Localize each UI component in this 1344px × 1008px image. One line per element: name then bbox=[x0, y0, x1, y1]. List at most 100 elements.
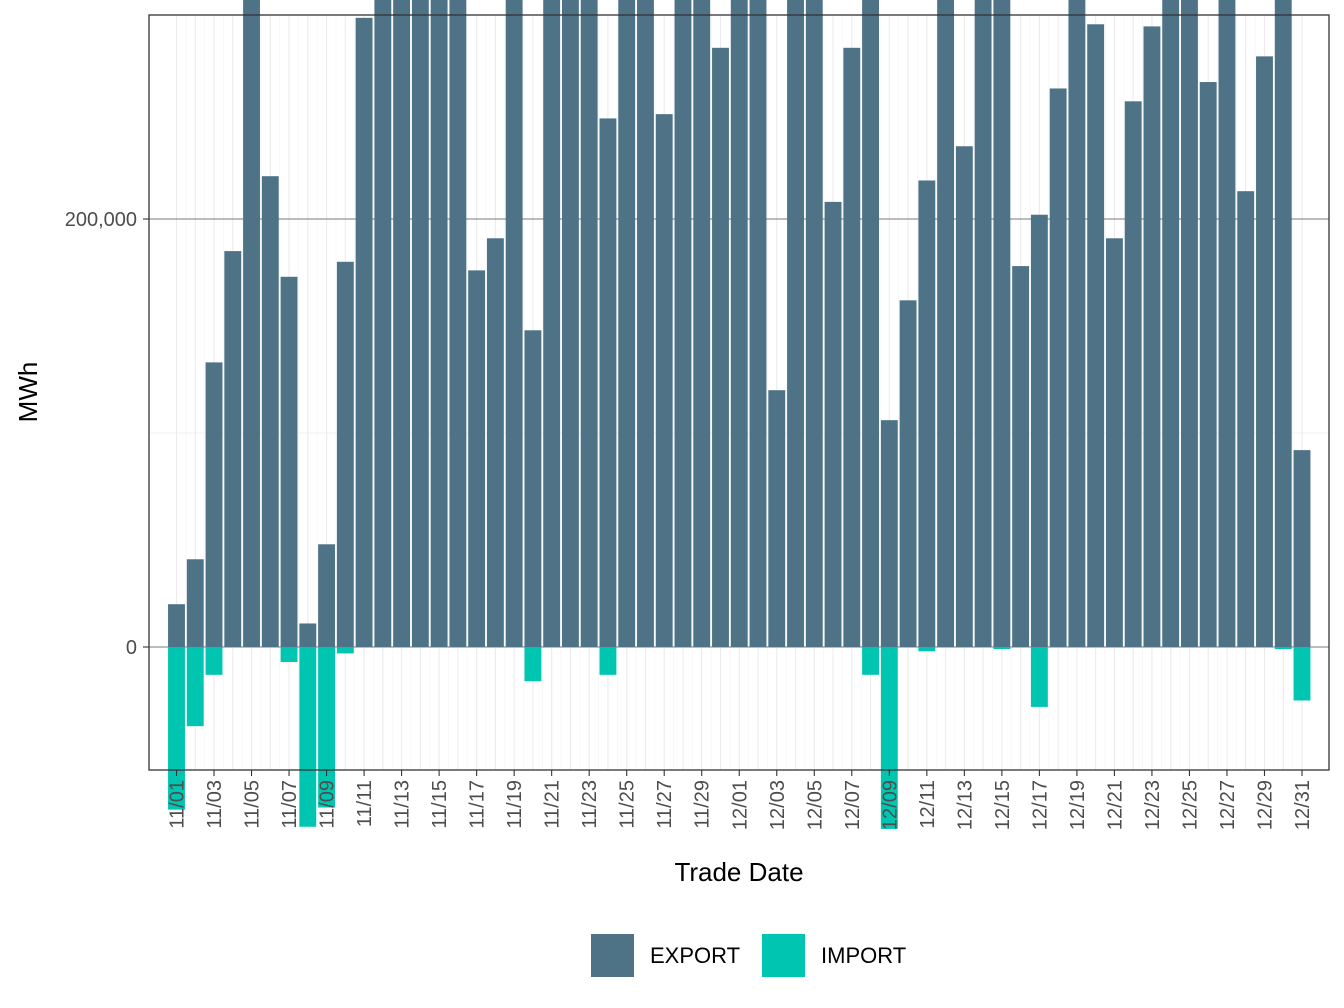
x-tick-label: 12/03 bbox=[767, 780, 789, 830]
bar-import-11-07 bbox=[280, 647, 298, 662]
bar-import-11-10 bbox=[336, 647, 354, 654]
bar-export-12-25 bbox=[1181, 0, 1198, 648]
bar-export-11-24 bbox=[599, 118, 617, 648]
x-tick-label: 12/11 bbox=[917, 780, 939, 829]
bar-export-12-08 bbox=[862, 0, 879, 647]
bar-export-12-23 bbox=[1143, 26, 1161, 647]
bar-export-11-25 bbox=[618, 0, 636, 648]
x-tick-label: 12/19 bbox=[1067, 780, 1089, 830]
x-tick-label: 11/27 bbox=[654, 780, 676, 829]
bar-export-12-22 bbox=[1124, 101, 1142, 648]
bar-export-11-09 bbox=[318, 544, 336, 647]
x-tick-label: 12/27 bbox=[1217, 780, 1239, 830]
bar-export-11-15 bbox=[430, 0, 448, 647]
bar-export-11-26 bbox=[637, 0, 654, 647]
legend: EXPORT IMPORT bbox=[591, 934, 906, 977]
bars bbox=[168, 0, 1311, 829]
bar-export-11-05 bbox=[243, 0, 260, 648]
bar-import-11-02 bbox=[186, 647, 204, 727]
bar-export-11-08 bbox=[299, 623, 317, 647]
x-tick-label: 11/13 bbox=[392, 780, 414, 829]
x-tick-label: 11/25 bbox=[617, 780, 639, 829]
bar-export-12-14 bbox=[974, 0, 992, 648]
bar-export-11-10 bbox=[336, 261, 354, 647]
bar-export-12-15 bbox=[993, 0, 1011, 647]
bar-import-11-20 bbox=[524, 647, 542, 682]
bar-import-12-30 bbox=[1274, 647, 1292, 650]
x-tick-label: 12/17 bbox=[1029, 780, 1051, 830]
bar-export-11-29 bbox=[693, 0, 711, 647]
bar-export-12-02 bbox=[749, 0, 767, 647]
bar-import-11-24 bbox=[599, 647, 617, 675]
x-tick-label: 11/29 bbox=[692, 780, 714, 829]
bar-export-12-07 bbox=[843, 47, 861, 648]
bar-export-11-17 bbox=[468, 270, 486, 647]
bar-export-11-30 bbox=[712, 47, 729, 648]
grid-minor bbox=[149, 15, 1329, 770]
legend-label-export: EXPORT bbox=[650, 943, 740, 968]
x-tick-label: 12/01 bbox=[729, 780, 751, 830]
bar-export-12-26 bbox=[1199, 82, 1217, 648]
bar-export-12-31 bbox=[1293, 450, 1311, 647]
bar-export-12-17 bbox=[1030, 214, 1048, 647]
bar-export-12-12 bbox=[937, 0, 955, 647]
bar-import-11-03 bbox=[205, 647, 223, 675]
x-tick-label: 12/23 bbox=[1142, 780, 1164, 830]
x-tick-label: 12/05 bbox=[804, 780, 826, 830]
bar-import-12-31 bbox=[1293, 647, 1311, 701]
bar-import-11-01 bbox=[168, 647, 185, 810]
bar-export-12-11 bbox=[918, 180, 936, 648]
bar-export-12-20 bbox=[1087, 24, 1105, 647]
bar-export-12-30 bbox=[1274, 0, 1292, 647]
bar-export-12-21 bbox=[1105, 238, 1123, 647]
bar-export-11-20 bbox=[524, 330, 542, 647]
bar-export-11-21 bbox=[543, 0, 561, 647]
bar-export-11-04 bbox=[224, 251, 242, 647]
bar-export-12-01 bbox=[730, 0, 748, 648]
bar-export-11-18 bbox=[486, 238, 504, 647]
bar-export-11-11 bbox=[355, 17, 373, 647]
bar-import-11-09 bbox=[318, 647, 336, 808]
x-tick-label: 11/03 bbox=[204, 780, 226, 829]
bar-export-12-29 bbox=[1256, 56, 1273, 648]
x-tick-label: 12/21 bbox=[1104, 780, 1126, 830]
x-axis-title: Trade Date bbox=[674, 857, 803, 887]
x-tick-label: 11/09 bbox=[317, 780, 339, 829]
bar-export-11-12 bbox=[374, 0, 392, 647]
bar-import-12-11 bbox=[918, 647, 936, 652]
y-tick-label: 0 bbox=[126, 637, 137, 659]
bar-import-12-15 bbox=[993, 647, 1011, 650]
bar-export-11-28 bbox=[674, 0, 692, 647]
legend-key-import bbox=[762, 934, 805, 977]
bar-export-12-18 bbox=[1049, 88, 1067, 647]
bar-export-12-06 bbox=[824, 201, 842, 647]
bar-export-11-03 bbox=[205, 362, 223, 647]
bar-export-12-03 bbox=[768, 390, 786, 647]
bar-export-11-06 bbox=[261, 176, 279, 647]
x-tick-label: 12/29 bbox=[1254, 780, 1276, 830]
bar-export-11-07 bbox=[280, 276, 298, 647]
x-axis: 11/01 11/03 11/05 11/07 11/09 11/11 11/13 11/15… bbox=[167, 770, 1314, 830]
bar-export-11-23 bbox=[580, 0, 598, 647]
bar-export-11-14 bbox=[411, 0, 429, 648]
bar-export-12-10 bbox=[899, 300, 917, 647]
bar-import-12-17 bbox=[1030, 647, 1048, 707]
x-tick-label: 11/15 bbox=[429, 780, 451, 829]
bar-export-11-27 bbox=[655, 114, 673, 647]
bar-export-11-16 bbox=[449, 0, 467, 647]
x-tick-label: 11/11 bbox=[354, 780, 376, 827]
x-tick-label: 12/25 bbox=[1179, 780, 1201, 830]
bar-import-11-08 bbox=[299, 647, 317, 827]
bar-export-12-04 bbox=[787, 0, 804, 647]
bar-export-12-19 bbox=[1068, 0, 1086, 647]
bar-export-11-22 bbox=[561, 0, 579, 647]
bar-export-12-27 bbox=[1218, 0, 1236, 647]
legend-label-import: IMPORT bbox=[821, 943, 906, 968]
bar-export-11-13 bbox=[393, 0, 411, 647]
bar-export-12-13 bbox=[955, 146, 973, 648]
x-tick-label: 12/31 bbox=[1292, 780, 1314, 830]
bar-export-11-02 bbox=[186, 559, 204, 647]
bar-export-12-28 bbox=[1237, 191, 1255, 647]
x-tick-label: 11/17 bbox=[467, 780, 489, 829]
bar-export-12-05 bbox=[805, 0, 823, 647]
